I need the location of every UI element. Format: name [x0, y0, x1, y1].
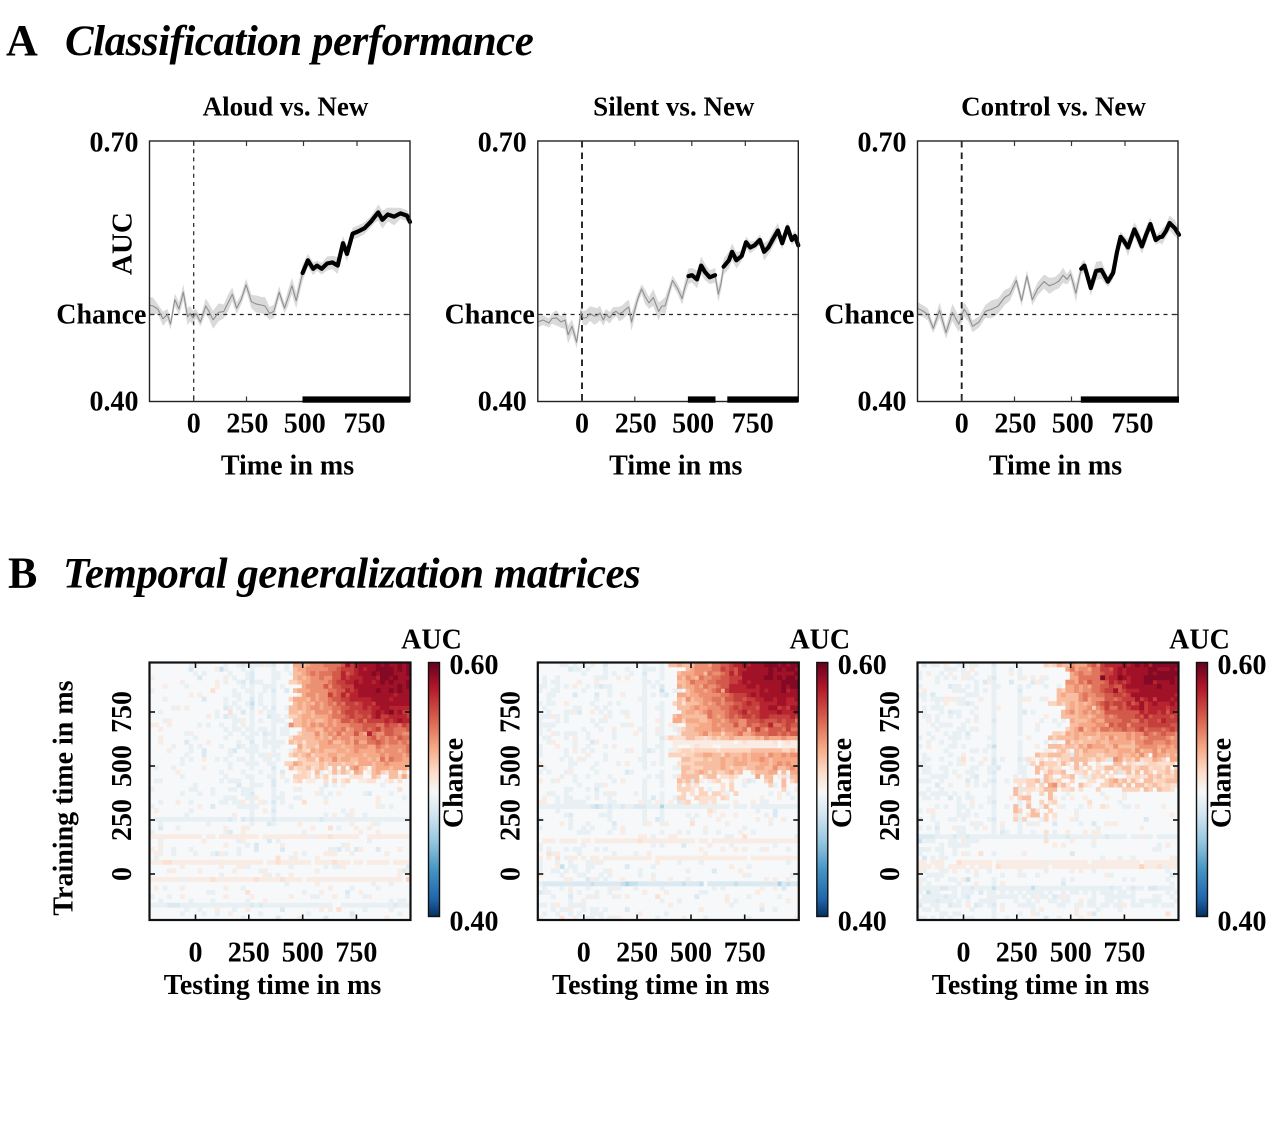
svg-text:0.40: 0.40 [450, 907, 499, 938]
svg-text:A: A [6, 16, 38, 65]
svg-text:Testing time in ms: Testing time in ms [164, 970, 382, 1001]
svg-text:Aloud vs. New: Aloud vs. New [203, 91, 369, 121]
svg-text:Training time in ms: Training time in ms [49, 680, 80, 915]
svg-text:Classification performance: Classification performance [65, 18, 534, 65]
svg-text:Chance: Chance [824, 300, 914, 331]
svg-text:250: 250 [228, 937, 270, 968]
svg-text:250: 250 [615, 408, 657, 439]
svg-text:500: 500 [107, 745, 138, 787]
svg-text:AUC: AUC [107, 212, 139, 275]
svg-text:0.60: 0.60 [1218, 650, 1267, 681]
svg-text:Testing time in ms: Testing time in ms [552, 970, 770, 1001]
svg-text:500: 500 [875, 745, 906, 787]
svg-text:750: 750 [495, 691, 526, 733]
svg-text:0.40: 0.40 [1218, 907, 1267, 938]
svg-text:0: 0 [495, 867, 526, 881]
svg-text:250: 250 [226, 408, 268, 439]
svg-text:0.40: 0.40 [90, 387, 139, 418]
svg-text:AUC: AUC [789, 625, 850, 656]
svg-text:Chance: Chance [445, 300, 535, 331]
svg-text:0: 0 [955, 408, 969, 439]
svg-text:Chance: Chance [1207, 738, 1238, 828]
svg-text:Time in ms: Time in ms [989, 451, 1122, 482]
svg-text:500: 500 [495, 745, 526, 787]
svg-text:500: 500 [284, 408, 326, 439]
svg-text:0.40: 0.40 [838, 907, 887, 938]
svg-text:0.40: 0.40 [858, 387, 907, 418]
svg-text:750: 750 [1112, 408, 1154, 439]
svg-text:0: 0 [575, 408, 589, 439]
svg-text:250: 250 [616, 937, 658, 968]
svg-text:0: 0 [577, 937, 591, 968]
svg-text:0: 0 [957, 937, 971, 968]
svg-text:Chance: Chance [439, 738, 470, 828]
svg-text:AUC: AUC [401, 625, 462, 656]
svg-text:500: 500 [670, 937, 712, 968]
svg-text:750: 750 [724, 937, 766, 968]
svg-text:0.70: 0.70 [858, 128, 907, 159]
svg-text:250: 250 [996, 937, 1038, 968]
svg-text:250: 250 [107, 799, 138, 841]
svg-text:0.60: 0.60 [450, 650, 499, 681]
svg-text:750: 750 [1103, 937, 1145, 968]
svg-text:0: 0 [189, 937, 203, 968]
svg-text:250: 250 [875, 799, 906, 841]
svg-text:0: 0 [187, 408, 201, 439]
svg-text:B: B [8, 549, 37, 598]
svg-text:500: 500 [282, 937, 324, 968]
svg-text:Chance: Chance [827, 738, 858, 828]
svg-text:500: 500 [672, 408, 714, 439]
svg-text:500: 500 [1052, 408, 1094, 439]
svg-text:0: 0 [107, 867, 138, 881]
svg-text:Chance: Chance [56, 300, 146, 331]
svg-text:AUC: AUC [1169, 625, 1230, 656]
svg-text:750: 750 [335, 937, 377, 968]
svg-text:0.40: 0.40 [478, 387, 527, 418]
svg-text:250: 250 [994, 408, 1036, 439]
svg-text:750: 750 [344, 408, 386, 439]
svg-text:750: 750 [107, 691, 138, 733]
svg-text:Temporal generalization matric: Temporal generalization matrices [63, 551, 640, 598]
svg-text:0.70: 0.70 [478, 128, 527, 159]
svg-text:0.70: 0.70 [90, 128, 139, 159]
svg-text:Testing time in ms: Testing time in ms [932, 970, 1150, 1001]
svg-text:500: 500 [1050, 937, 1092, 968]
svg-text:Control vs. New: Control vs. New [961, 91, 1146, 121]
svg-text:250: 250 [495, 799, 526, 841]
svg-text:0: 0 [875, 867, 906, 881]
svg-text:Silent vs. New: Silent vs. New [593, 91, 755, 121]
svg-text:0.60: 0.60 [838, 650, 887, 681]
svg-text:Time in ms: Time in ms [609, 451, 742, 482]
svg-text:Time in ms: Time in ms [221, 451, 354, 482]
svg-text:750: 750 [732, 408, 774, 439]
svg-text:750: 750 [875, 691, 906, 733]
